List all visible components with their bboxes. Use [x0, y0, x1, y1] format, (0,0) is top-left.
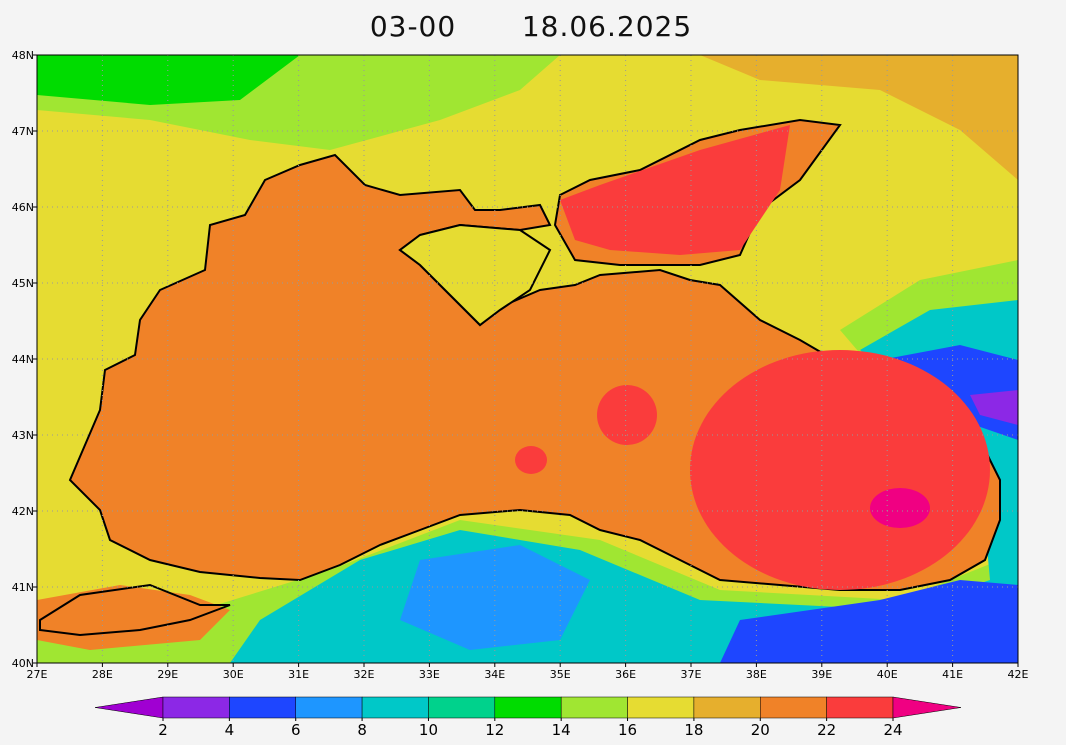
- colorbar-bin: [229, 696, 296, 719]
- colorbar-label: 20: [751, 721, 770, 739]
- colorbar-bin: [627, 696, 695, 719]
- field-zone: [560, 125, 790, 255]
- colorbar-end: [892, 696, 962, 719]
- crimea: [398, 223, 552, 327]
- colorbar-bin: [295, 696, 363, 719]
- colorbar-bin: [428, 696, 496, 719]
- y-tick-label: 46N: [12, 201, 34, 214]
- colorbar-end: [94, 696, 164, 719]
- x-tick-label: 30E: [223, 668, 244, 681]
- x-tick-label: 32E: [354, 668, 375, 681]
- x-tick-label: 28E: [92, 668, 113, 681]
- colorbar-label: 4: [225, 721, 235, 739]
- y-tick-label: 47N: [12, 125, 34, 138]
- field-zone: [690, 350, 990, 590]
- x-tick-label: 40E: [877, 668, 898, 681]
- x-tick-label: 27E: [27, 668, 48, 681]
- colorbar-label: 18: [684, 721, 703, 739]
- colorbar-bin: [494, 696, 562, 719]
- x-tick-label: 36E: [615, 668, 636, 681]
- colorbar: 2 4 6 8 10 12 14 16 18 20 22 24: [94, 696, 962, 739]
- colorbar-label: 22: [817, 721, 836, 739]
- colorbar-label: 8: [357, 721, 367, 739]
- field-zone: [970, 390, 1018, 425]
- x-tick-label: 42E: [1008, 668, 1029, 681]
- y-tick-label: 48N: [12, 49, 34, 62]
- title-date: 18.06.2025: [522, 10, 692, 43]
- title-time: 03-00: [370, 10, 456, 43]
- y-tick-label: 40N: [12, 657, 34, 670]
- y-tick-label: 43N: [12, 429, 34, 442]
- colorbar-label: 12: [485, 721, 504, 739]
- field-zone: [870, 488, 930, 528]
- y-tick-label: 42N: [12, 505, 34, 518]
- coastline: [39, 583, 231, 637]
- colorbar-bin: [760, 696, 827, 719]
- colorbar-bin: [361, 696, 429, 719]
- colorbar-label: 2: [158, 721, 168, 739]
- x-tick-label: 33E: [419, 668, 440, 681]
- x-tick-label: 38E: [746, 668, 767, 681]
- colorbar-label: 10: [419, 721, 438, 739]
- y-tick-label: 41N: [12, 581, 34, 594]
- field-zone: [597, 385, 657, 445]
- x-tick-label: 37E: [681, 668, 702, 681]
- field-zone: [400, 545, 590, 650]
- field: [37, 55, 1018, 663]
- x-tick-label: 35E: [550, 668, 571, 681]
- colorbar-label: 14: [552, 721, 571, 739]
- x-tick-label: 39E: [811, 668, 832, 681]
- x-tick-label: 31E: [288, 668, 309, 681]
- x-tick-label: 29E: [157, 668, 178, 681]
- y-tick-label: 44N: [12, 353, 34, 366]
- colorbar-label: 6: [291, 721, 301, 739]
- axes: 27E 28E 29E 30E 31E 32E 33E 34E 35E 36E 37E 38E 39E 4…: [12, 49, 1029, 681]
- colorbar-label: 16: [618, 721, 637, 739]
- colorbar-label: 24: [883, 721, 902, 739]
- x-tick-label: 34E: [484, 668, 505, 681]
- field-zone: [515, 446, 547, 474]
- colorbar-bin: [162, 696, 230, 719]
- x-tick-label: 41E: [942, 668, 963, 681]
- y-tick-label: 45N: [12, 277, 34, 290]
- colorbar-bin: [693, 696, 761, 719]
- colorbar-bin: [826, 696, 894, 719]
- field-zone: [700, 55, 1018, 180]
- field-zone: [720, 580, 1018, 663]
- colorbar-bin: [560, 696, 628, 719]
- field-zone: [37, 55, 300, 105]
